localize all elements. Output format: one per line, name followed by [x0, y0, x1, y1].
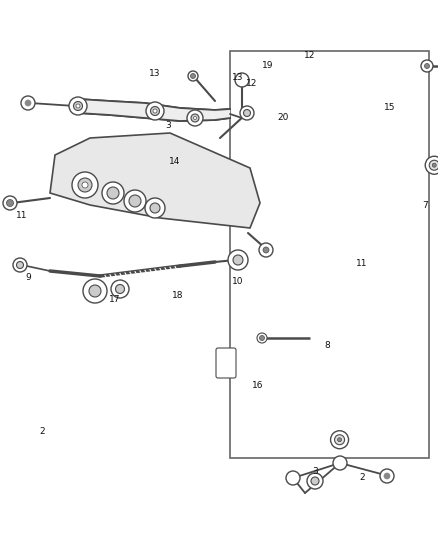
- Circle shape: [233, 255, 243, 265]
- Circle shape: [21, 96, 35, 110]
- Circle shape: [116, 285, 124, 294]
- Circle shape: [107, 187, 119, 199]
- Circle shape: [69, 97, 87, 115]
- Circle shape: [25, 100, 31, 106]
- Circle shape: [307, 473, 323, 489]
- Text: 19: 19: [262, 61, 274, 69]
- Circle shape: [263, 247, 269, 253]
- Circle shape: [145, 198, 165, 218]
- Circle shape: [259, 335, 265, 341]
- Circle shape: [72, 172, 98, 198]
- Polygon shape: [78, 99, 230, 121]
- Circle shape: [335, 435, 345, 445]
- Text: 2: 2: [359, 473, 365, 482]
- FancyBboxPatch shape: [216, 348, 236, 378]
- Circle shape: [150, 203, 160, 213]
- Circle shape: [17, 262, 24, 269]
- Circle shape: [83, 279, 107, 303]
- Polygon shape: [50, 133, 260, 228]
- Circle shape: [89, 285, 101, 297]
- Circle shape: [240, 106, 254, 120]
- Text: 2: 2: [39, 426, 45, 435]
- Text: 3: 3: [312, 466, 318, 475]
- Circle shape: [425, 156, 438, 174]
- Text: 10: 10: [232, 277, 244, 286]
- Circle shape: [187, 110, 203, 126]
- Text: 17: 17: [109, 295, 121, 304]
- Text: 12: 12: [246, 78, 258, 87]
- Circle shape: [76, 104, 80, 108]
- Circle shape: [338, 438, 342, 442]
- Circle shape: [191, 114, 199, 122]
- Circle shape: [13, 258, 27, 272]
- Text: 16: 16: [252, 381, 264, 390]
- Text: 8: 8: [324, 341, 330, 350]
- Text: 18: 18: [172, 292, 184, 301]
- Circle shape: [78, 178, 92, 192]
- Circle shape: [124, 190, 146, 212]
- Bar: [230, 51, 429, 458]
- Text: 11: 11: [16, 211, 28, 220]
- Circle shape: [259, 243, 273, 257]
- Circle shape: [82, 182, 88, 188]
- Text: 20: 20: [277, 114, 289, 123]
- Circle shape: [129, 195, 141, 207]
- Circle shape: [333, 456, 347, 470]
- Circle shape: [7, 199, 14, 206]
- Circle shape: [3, 196, 17, 210]
- Circle shape: [311, 477, 319, 485]
- Circle shape: [194, 117, 197, 119]
- Circle shape: [432, 163, 436, 167]
- Text: 15: 15: [384, 103, 396, 112]
- Circle shape: [384, 473, 390, 479]
- Text: 13: 13: [232, 72, 244, 82]
- Circle shape: [228, 250, 248, 270]
- Circle shape: [257, 333, 267, 343]
- Circle shape: [151, 107, 159, 116]
- Circle shape: [146, 102, 164, 120]
- Circle shape: [429, 160, 438, 170]
- Circle shape: [235, 73, 249, 87]
- Text: 9: 9: [25, 273, 31, 282]
- Text: 3: 3: [165, 120, 171, 130]
- Circle shape: [74, 101, 82, 110]
- Circle shape: [380, 469, 394, 483]
- Circle shape: [331, 431, 349, 449]
- Text: 7: 7: [422, 200, 428, 209]
- Circle shape: [424, 63, 430, 69]
- Circle shape: [102, 182, 124, 204]
- Circle shape: [191, 74, 195, 78]
- Text: 13: 13: [149, 69, 161, 77]
- Circle shape: [244, 109, 251, 117]
- Circle shape: [188, 71, 198, 81]
- Text: 11: 11: [356, 259, 368, 268]
- Circle shape: [421, 60, 433, 72]
- Text: 12: 12: [304, 51, 316, 60]
- Circle shape: [286, 471, 300, 485]
- Circle shape: [153, 109, 157, 113]
- Circle shape: [111, 280, 129, 298]
- Text: 14: 14: [170, 157, 181, 166]
